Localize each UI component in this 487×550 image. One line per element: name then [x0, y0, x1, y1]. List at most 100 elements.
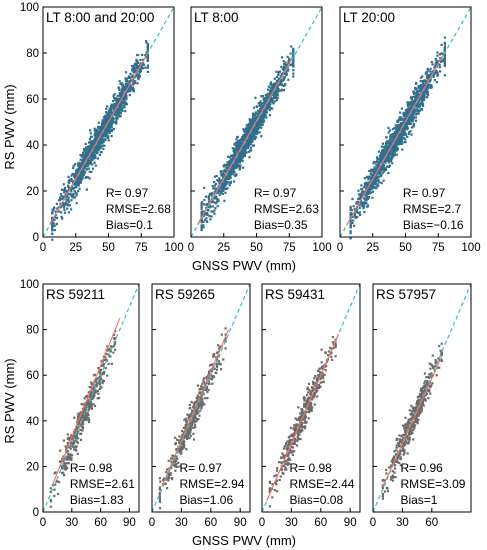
data-point: [91, 388, 94, 391]
data-point: [257, 128, 260, 131]
data-point: [397, 129, 400, 132]
data-point: [239, 143, 242, 146]
x-tick-label: 0: [337, 242, 343, 254]
stat-r: R= 0.97: [106, 186, 149, 200]
data-point: [276, 90, 279, 93]
data-point: [426, 77, 429, 80]
data-point: [218, 347, 221, 350]
data-point: [399, 123, 402, 126]
data-point: [75, 171, 78, 174]
data-point: [414, 97, 417, 100]
data-point: [191, 411, 194, 414]
data-point: [87, 421, 91, 424]
data-point: [381, 168, 384, 171]
data-point: [349, 225, 352, 228]
data-point: [192, 432, 195, 435]
data-point: [108, 124, 111, 127]
data-point: [349, 232, 352, 235]
data-point: [78, 179, 81, 182]
data-point: [389, 158, 393, 161]
data-point: [226, 161, 229, 164]
data-point: [99, 130, 102, 133]
data-point: [63, 211, 67, 214]
data-point: [419, 102, 422, 106]
data-point: [357, 211, 360, 214]
data-point: [382, 153, 386, 156]
data-point: [393, 147, 396, 150]
data-point: [396, 147, 399, 150]
data-point: [178, 447, 181, 450]
data-point: [415, 108, 418, 111]
data-point: [415, 113, 418, 116]
data-point: [217, 180, 220, 183]
data-point: [119, 112, 122, 115]
data-point: [208, 371, 211, 375]
data-point: [118, 94, 121, 97]
fit-line: [161, 329, 229, 488]
data-point: [194, 426, 197, 429]
data-point: [439, 70, 442, 73]
data-point: [77, 184, 80, 187]
data-point: [235, 166, 238, 170]
data-point: [255, 124, 258, 127]
data-point: [245, 139, 248, 142]
data-point: [382, 179, 385, 182]
data-point: [227, 174, 230, 177]
data-point: [188, 437, 191, 440]
data-point: [73, 196, 76, 199]
data-point: [74, 163, 77, 166]
data-point: [361, 190, 364, 193]
data-point: [237, 146, 240, 149]
data-point: [262, 115, 265, 118]
data-point: [415, 98, 418, 101]
data-point: [88, 386, 91, 389]
data-point: [222, 189, 225, 192]
data-point: [64, 458, 68, 461]
data-point: [110, 135, 113, 138]
data-point: [383, 160, 386, 163]
data-point: [105, 133, 108, 136]
data-point: [257, 114, 260, 117]
data-point: [426, 96, 429, 99]
data-point: [123, 89, 126, 92]
data-point: [276, 81, 279, 84]
data-point: [93, 146, 96, 149]
data-point: [253, 120, 256, 123]
data-point: [393, 150, 396, 153]
data-point: [97, 367, 100, 370]
data-point: [213, 181, 216, 184]
data-point: [292, 62, 295, 65]
data-point: [403, 117, 406, 120]
data-point: [113, 113, 116, 117]
stat-bias: Bias=0.1: [106, 218, 153, 232]
data-point: [129, 72, 132, 75]
data-point: [204, 195, 207, 198]
data-point: [193, 401, 197, 404]
data-point: [396, 120, 399, 123]
data-point: [240, 151, 243, 155]
data-point: [76, 427, 79, 430]
data-point: [248, 136, 251, 139]
data-point: [238, 139, 241, 142]
data-point: [425, 71, 428, 74]
data-point: [198, 402, 201, 405]
data-point: [67, 211, 71, 214]
data-point: [139, 58, 142, 62]
data-point: [229, 174, 232, 177]
data-point: [185, 421, 188, 424]
data-point: [417, 112, 420, 115]
data-point: [251, 140, 254, 143]
data-point: [257, 131, 260, 134]
data-point: [353, 208, 356, 211]
data-point: [92, 140, 95, 143]
data-point: [221, 183, 224, 186]
data-point: [292, 72, 295, 75]
data-point: [371, 181, 374, 184]
data-point: [235, 162, 238, 165]
data-point: [116, 97, 119, 100]
data-point: [399, 137, 402, 140]
data-point: [77, 174, 80, 177]
data-point: [216, 198, 219, 201]
data-point: [401, 148, 404, 151]
data-point: [405, 116, 408, 119]
